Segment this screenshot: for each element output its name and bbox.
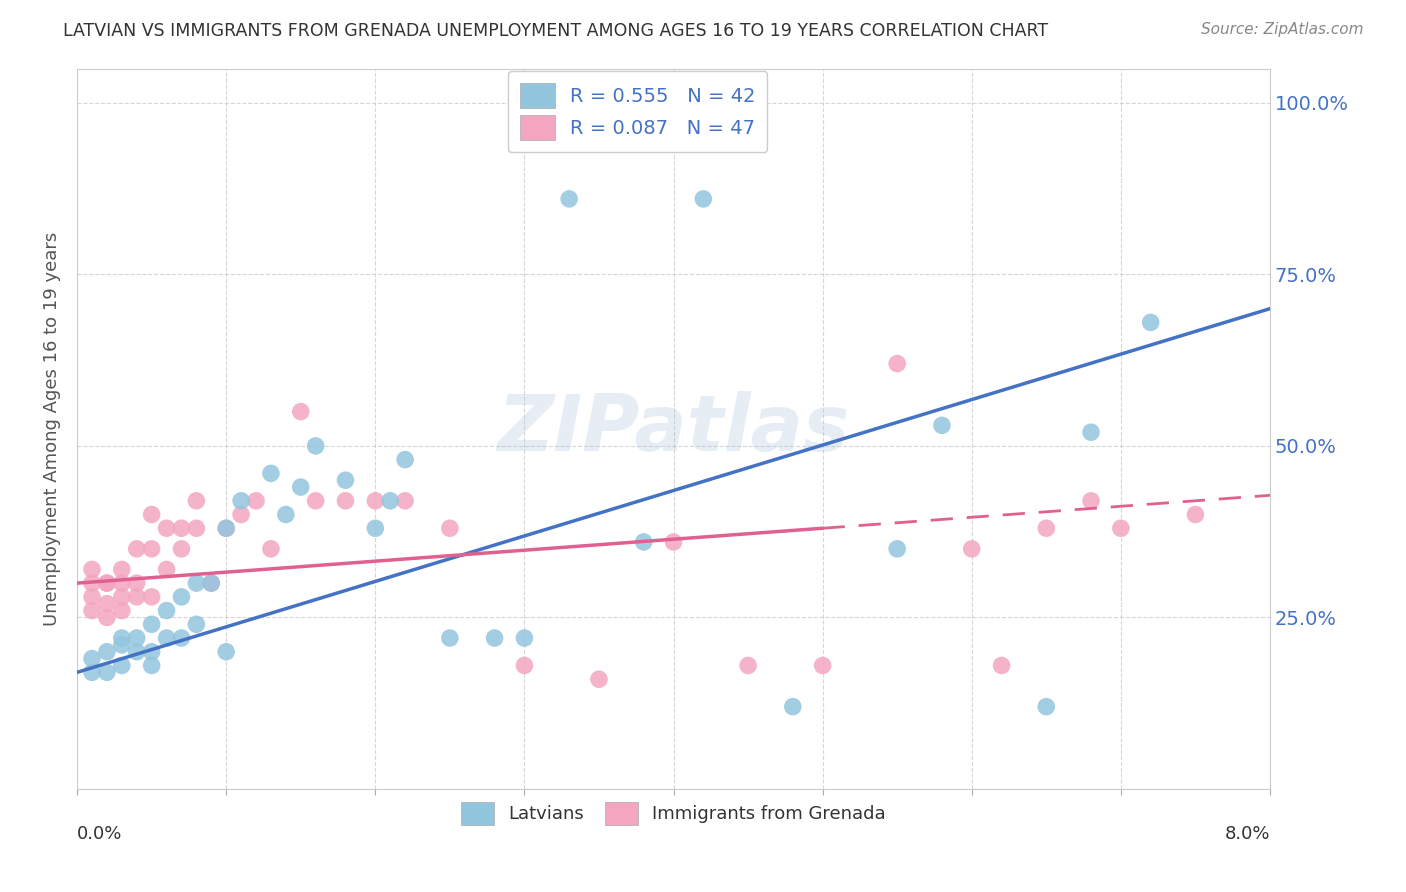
Point [439,521,461,535]
Point [305,439,328,453]
Point [439,631,461,645]
Point [484,631,506,645]
Point [170,631,193,645]
Point [1035,699,1057,714]
Point [141,541,163,556]
Point [260,467,283,481]
Point [96,597,118,611]
Point [141,617,163,632]
Point [186,493,208,508]
Point [1080,493,1102,508]
Point [811,658,834,673]
Point [155,521,177,535]
Point [186,521,208,535]
Point [125,541,148,556]
Text: 8.0%: 8.0% [1225,825,1270,843]
Point [125,576,148,591]
Point [364,493,387,508]
Point [931,418,953,433]
Point [782,699,804,714]
Point [111,631,134,645]
Point [96,665,118,680]
Point [290,404,312,418]
Point [886,541,908,556]
Point [380,493,402,508]
Point [274,508,297,522]
Point [215,521,238,535]
Point [141,508,163,522]
Point [141,645,163,659]
Point [80,576,103,591]
Point [394,493,416,508]
Point [335,473,357,487]
Point [125,631,148,645]
Point [662,535,685,549]
Point [737,658,759,673]
Point [260,541,283,556]
Text: Source: ZipAtlas.com: Source: ZipAtlas.com [1201,22,1364,37]
Point [1109,521,1132,535]
Point [170,590,193,604]
Point [692,192,714,206]
Point [229,508,252,522]
Point [229,493,252,508]
Point [111,562,134,576]
Point [141,590,163,604]
Point [186,576,208,591]
Point [1080,425,1102,440]
Point [155,562,177,576]
Point [80,562,103,576]
Point [96,645,118,659]
Point [1184,508,1206,522]
Point [111,590,134,604]
Text: 0.0%: 0.0% [77,825,122,843]
Point [960,541,983,556]
Point [80,590,103,604]
Point [111,576,134,591]
Point [186,617,208,632]
Point [200,576,222,591]
Text: LATVIAN VS IMMIGRANTS FROM GRENADA UNEMPLOYMENT AMONG AGES 16 TO 19 YEARS CORREL: LATVIAN VS IMMIGRANTS FROM GRENADA UNEMP… [63,22,1049,40]
Point [80,665,103,680]
Point [990,658,1012,673]
Y-axis label: Unemployment Among Ages 16 to 19 years: Unemployment Among Ages 16 to 19 years [44,232,60,626]
Point [633,535,655,549]
Point [141,658,163,673]
Point [335,493,357,508]
Point [96,576,118,591]
Point [513,631,536,645]
Point [588,672,610,686]
Point [170,541,193,556]
Point [394,452,416,467]
Point [1035,521,1057,535]
Point [170,521,193,535]
Point [215,521,238,535]
Legend: Latvians, Immigrants from Grenada: Latvians, Immigrants from Grenada [453,793,896,834]
Point [125,590,148,604]
Point [245,493,267,508]
Point [1139,315,1161,329]
Point [558,192,581,206]
Point [111,658,134,673]
Point [111,638,134,652]
Point [96,576,118,591]
Point [96,610,118,624]
Point [80,651,103,665]
Point [513,658,536,673]
Point [290,480,312,494]
Point [155,604,177,618]
Text: ZIPatlas: ZIPatlas [498,391,849,467]
Point [125,645,148,659]
Point [111,604,134,618]
Point [215,645,238,659]
Point [886,357,908,371]
Point [80,604,103,618]
Point [200,576,222,591]
Point [305,493,328,508]
Point [155,631,177,645]
Point [364,521,387,535]
